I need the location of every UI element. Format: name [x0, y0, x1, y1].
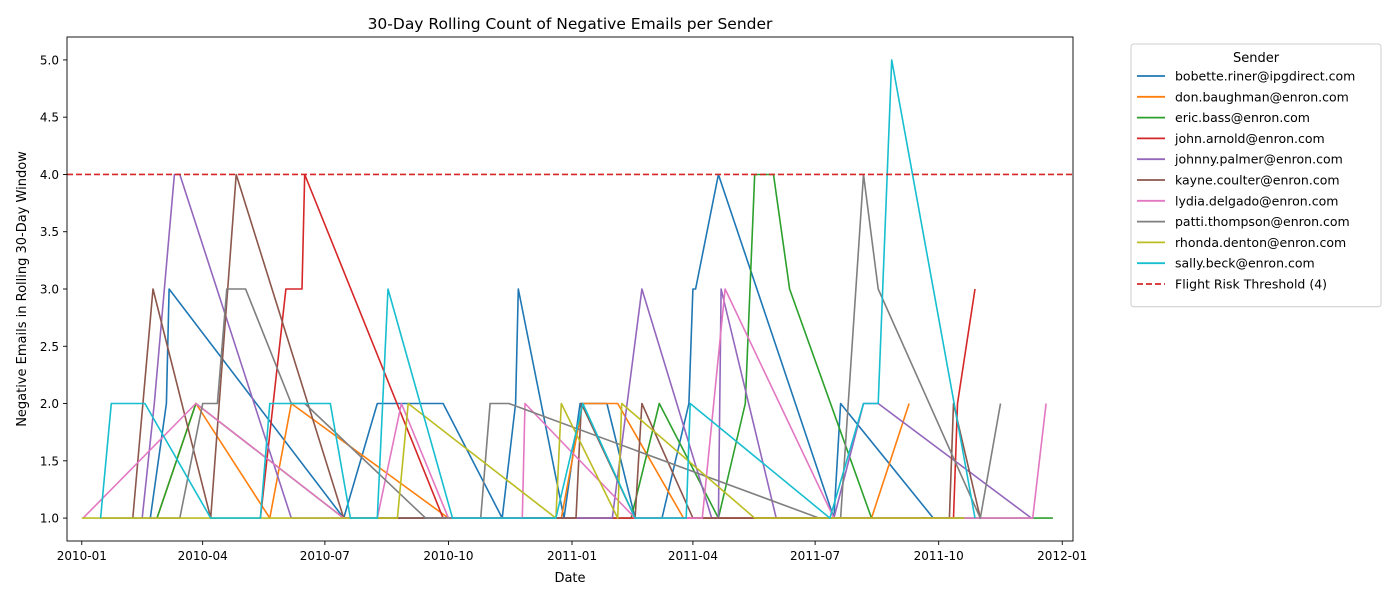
y-axis-label: Negative Emails in Rolling 30-Day Window: [15, 151, 30, 427]
legend-entry: bobette.riner@ipgdirect.com: [1175, 69, 1355, 84]
series-line-9: [99, 59, 976, 519]
x-tick-label: 2011-10: [914, 549, 964, 563]
x-axis-label: Date: [554, 571, 585, 586]
legend-entry: patti.thompson@enron.com: [1175, 214, 1350, 229]
x-tick-label: 2010-01: [57, 549, 107, 563]
legend-title: Sender: [1233, 51, 1280, 66]
y-tick-label: 1.0: [40, 512, 59, 526]
x-tick-label: 2011-04: [668, 549, 718, 563]
x-tick-label: 2011-01: [547, 549, 597, 563]
x-tick-label: 2012-01: [1037, 549, 1087, 563]
y-tick-label: 5.0: [40, 53, 59, 67]
y-tick-label: 3.5: [40, 225, 59, 239]
axes: 2010-01 2010-04 2010-07 2010-10 2011-01 2011-…: [40, 36, 1087, 563]
chart-title: 30-Day Rolling Count of Negative Emails …: [368, 15, 773, 33]
series-line-4: [141, 173, 1032, 519]
legend-entry: don.baughman@enron.com: [1175, 89, 1349, 104]
y-tick-label: 2.5: [40, 340, 59, 354]
x-tick-label: 2010-07: [300, 549, 350, 563]
series-line-3: [259, 173, 976, 519]
legend-entry: johnny.palmer@enron.com: [1174, 152, 1343, 167]
y-tick-label: 4.0: [40, 168, 59, 182]
series-line-8: [81, 402, 965, 519]
plot-frame: [66, 36, 1074, 542]
plot-area: [67, 59, 1073, 519]
legend: Sender bobette.riner@ipgdirect.com don.bau…: [1130, 43, 1382, 308]
series-line-2: [156, 173, 1053, 519]
legend-entry: eric.bass@enron.com: [1175, 110, 1310, 125]
legend-entry: kayne.coulter@enron.com: [1175, 173, 1340, 188]
y-tick-label: 3.0: [40, 283, 59, 297]
legend-box: [1130, 43, 1382, 308]
y-tick-label: 4.5: [40, 111, 59, 125]
legend-entry: Flight Risk Threshold (4): [1175, 277, 1327, 292]
x-tick-label: 2010-10: [423, 549, 473, 563]
legend-entry: rhonda.denton@enron.com: [1175, 235, 1346, 250]
y-tick-label: 1.5: [40, 454, 59, 468]
y-tick-label: 2.0: [40, 397, 59, 411]
x-tick-label: 2011-07: [790, 549, 840, 563]
legend-entry: john.arnold@enron.com: [1174, 131, 1325, 146]
series-line-0: [149, 173, 965, 519]
x-tick-label: 2010-04: [178, 549, 228, 563]
legend-entry: sally.beck@enron.com: [1175, 256, 1315, 271]
legend-entry: lydia.delgado@enron.com: [1175, 193, 1338, 208]
